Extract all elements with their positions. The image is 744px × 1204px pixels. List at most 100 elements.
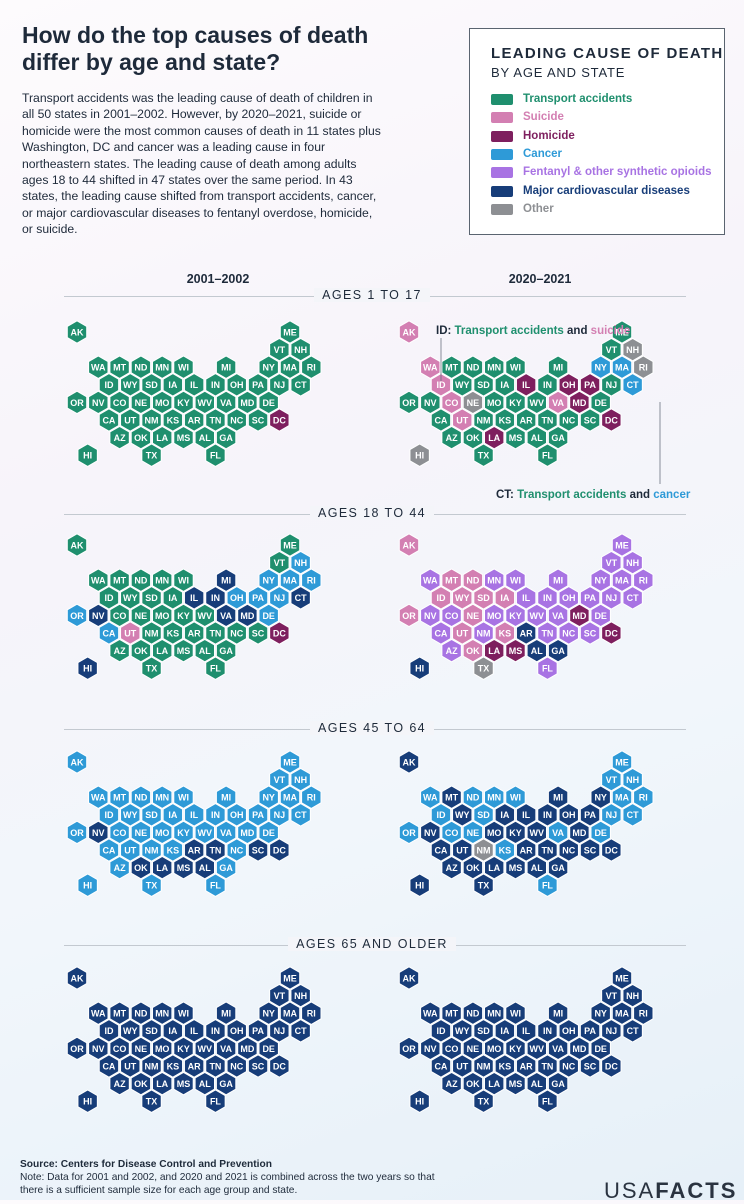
state-hex-ky (173, 820, 194, 845)
state-hex-mt (109, 785, 130, 809)
state-hex-wy (120, 1019, 141, 1043)
state-label-tn: TN (541, 845, 553, 855)
state-hex-ak (398, 750, 420, 774)
state-hex-nv (420, 603, 441, 628)
state-label-dc: DC (605, 415, 618, 425)
state-label-ny: NY (262, 576, 275, 586)
state-label-in: IN (211, 810, 220, 820)
state-label-md: MD (240, 398, 254, 408)
state-hex-mn (152, 785, 173, 809)
state-label-mn: MN (487, 363, 501, 373)
state-hex-ky (505, 820, 526, 845)
state-hex-la (484, 425, 505, 450)
state-hex-ak (66, 320, 88, 344)
state-label-oh: OH (230, 380, 244, 390)
state-label-az: AZ (446, 1079, 458, 1089)
state-label-wy: WY (455, 380, 470, 390)
state-label-va: VA (220, 1044, 232, 1054)
state-label-nj: NJ (274, 1026, 286, 1036)
state-hex-ks (162, 838, 184, 862)
state-label-mi: MI (221, 576, 231, 586)
state-hex-mo (152, 820, 173, 845)
state-hex-ma (611, 568, 633, 592)
state-label-nj: NJ (606, 593, 618, 603)
state-hex-mi (215, 1001, 237, 1025)
state-label-il: IL (190, 810, 199, 820)
annotation-id-transport: Transport accidents (454, 325, 564, 337)
state-hex-sc (579, 838, 601, 862)
legend-label: Fentanyl & other synthetic opioids (523, 166, 712, 179)
state-hex-ky (173, 603, 194, 628)
state-label-sd: SD (477, 810, 490, 820)
state-hex-md (237, 820, 258, 845)
hex-map-2-2001: AK ME VT NH WA MT ND MN WI MI NY MA RI ID WY SD IA IL IN OH… (66, 533, 322, 680)
state-label-nc: NC (562, 415, 575, 425)
state-label-mt: MT (445, 576, 458, 586)
state-label-fl: FL (210, 1097, 221, 1107)
state-label-mt: MT (445, 793, 458, 803)
state-hex-nv (88, 603, 109, 628)
state-label-nd: ND (466, 1009, 479, 1019)
legend-subtitle: BY AGE AND STATE (491, 65, 626, 80)
state-hex-nc (226, 1054, 247, 1078)
state-hex-id (430, 373, 452, 397)
state-label-nv: NV (92, 398, 105, 408)
state-label-ar: AR (188, 845, 201, 855)
state-label-mt: MT (113, 1009, 126, 1019)
state-label-fl: FL (542, 1097, 553, 1107)
state-label-wa: WA (91, 576, 106, 586)
state-hex-nj (269, 586, 290, 610)
state-hex-mn (152, 1001, 173, 1025)
state-label-ky: KY (509, 611, 522, 621)
state-label-ak: AK (71, 757, 84, 767)
state-label-sc: SC (252, 415, 265, 425)
state-hex-tn (205, 408, 226, 432)
hex-map-4-2001: AK ME VT NH WA MT ND MN WI MI NY MA RI ID WY SD IA IL IN OH… (66, 966, 322, 1113)
state-label-ny: NY (262, 1009, 275, 1019)
state-hex-mn (152, 355, 173, 379)
state-hex-ga (215, 425, 237, 450)
state-hex-vt (269, 983, 290, 1008)
annotation-ct: CT: Transport accidents and cancer (496, 489, 690, 501)
state-label-ar: AR (188, 628, 201, 638)
state-hex-fl (537, 873, 558, 897)
state-hex-de (590, 820, 611, 845)
state-hex-dc (601, 408, 622, 432)
state-label-dc: DC (273, 1061, 286, 1071)
state-label-wa: WA (91, 1009, 106, 1019)
state-hex-wa (420, 355, 441, 379)
state-hex-nv (420, 820, 441, 845)
state-label-nd: ND (134, 1009, 147, 1019)
state-hex-ut (452, 838, 473, 862)
state-label-id: ID (436, 810, 446, 820)
state-hex-nm (141, 1054, 162, 1078)
state-hex-tx (141, 443, 162, 467)
state-label-ar: AR (520, 415, 533, 425)
state-label-wa: WA (423, 793, 438, 803)
state-label-mt: MT (113, 363, 126, 373)
state-label-ga: GA (551, 646, 565, 656)
state-label-ma: MA (615, 793, 629, 803)
state-hex-mi (215, 355, 237, 379)
state-hex-vt (269, 337, 290, 362)
state-hex-ar (183, 1054, 205, 1078)
state-label-ms: MS (509, 646, 523, 656)
state-label-hi: HI (415, 1097, 424, 1107)
state-hex-ut (452, 408, 473, 432)
state-label-ga: GA (551, 1079, 565, 1089)
state-label-nm: NM (145, 415, 159, 425)
state-hex-me (279, 966, 301, 990)
state-hex-il (183, 803, 205, 827)
state-label-il: IL (522, 1026, 531, 1036)
state-label-ri: RI (307, 1009, 316, 1019)
hex-map-3-2001: AK ME VT NH WA MT ND MN WI MI NY MA RI ID WY SD IA IL IN OH… (66, 750, 322, 897)
state-hex-wa (88, 355, 109, 379)
state-hex-nd (462, 355, 484, 379)
state-label-sd: SD (477, 593, 490, 603)
state-hex-tn (537, 1054, 558, 1078)
state-label-ia: IA (500, 1026, 510, 1036)
state-label-nh: NH (626, 558, 639, 568)
state-hex-or (398, 603, 420, 628)
state-label-la: LA (488, 1079, 500, 1089)
state-hex-id (430, 803, 452, 827)
